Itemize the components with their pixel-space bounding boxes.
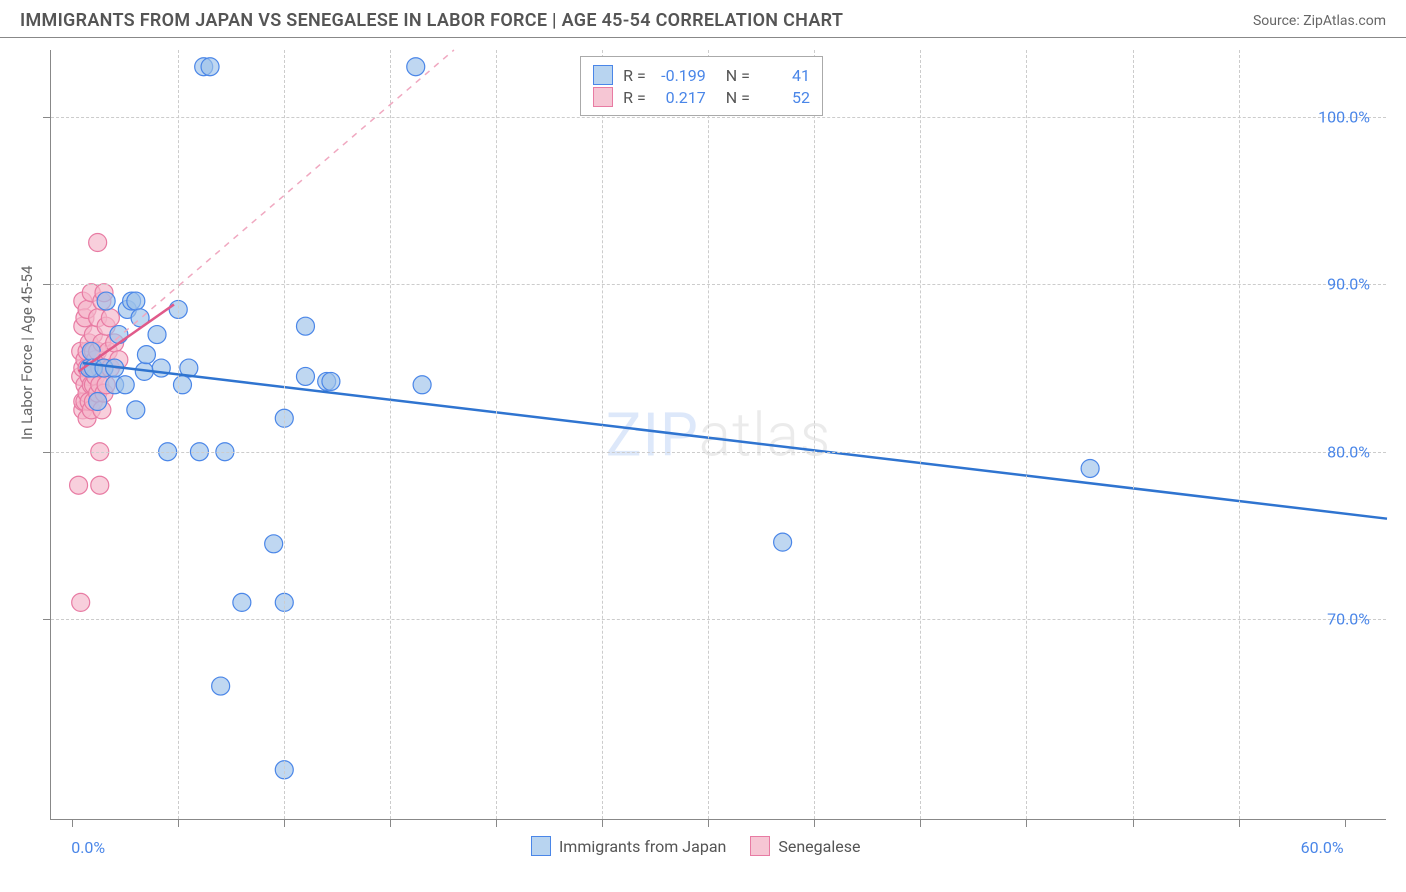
legend-series-item: Immigrants from Japan — [531, 836, 726, 856]
scatter-point-blue — [322, 372, 340, 390]
scatter-point-pink — [89, 234, 107, 252]
x-tick-mark — [814, 819, 815, 827]
gridline-v — [708, 50, 709, 819]
x-tick-mark — [602, 819, 603, 827]
gridline-v — [496, 50, 497, 819]
scatter-point-blue — [148, 326, 166, 344]
y-tick-mark — [43, 452, 51, 453]
scatter-point-blue — [116, 376, 134, 394]
scatter-point-blue — [296, 317, 314, 335]
gridline-v — [390, 50, 391, 819]
scatter-point-blue — [407, 58, 425, 76]
scatter-point-pink — [70, 476, 88, 494]
scatter-point-blue — [89, 393, 107, 411]
x-tick-mark — [1345, 819, 1346, 827]
legend-r-label: R = — [623, 66, 646, 85]
legend-n-label: N = — [726, 88, 750, 107]
y-tick-mark — [43, 284, 51, 285]
legend-series: Immigrants from Japan Senegalese — [531, 836, 861, 856]
scatter-point-blue — [212, 677, 230, 695]
gridline-h — [51, 284, 1386, 285]
legend-stats-row: R = 0.217 N = 52 — [593, 87, 810, 107]
legend-stats-row: R = -0.199 N = 41 — [593, 65, 810, 85]
scatter-point-blue — [296, 367, 314, 385]
x-tick-mark — [284, 819, 285, 827]
trendline-blue — [83, 363, 1387, 519]
x-tick-mark — [1026, 819, 1027, 827]
gridline-v — [814, 50, 815, 819]
scatter-point-blue — [233, 593, 251, 611]
legend-series-item: Senegalese — [750, 836, 860, 856]
x-tick-label: 60.0% — [1301, 838, 1344, 857]
x-tick-mark — [390, 819, 391, 827]
legend-swatch — [531, 836, 551, 856]
chart-plot-area: ZIPatlas 70.0%80.0%90.0%100.0% — [50, 50, 1386, 820]
legend-n-label: N = — [726, 66, 750, 85]
legend-r-label: R = — [623, 88, 646, 107]
x-tick-mark — [178, 819, 179, 827]
scatter-point-blue — [110, 326, 128, 344]
gridline-v — [284, 50, 285, 819]
chart-source: Source: ZipAtlas.com — [1253, 13, 1386, 29]
y-axis-title: In Labor Force | Age 45-54 — [18, 266, 36, 440]
gridline-v — [602, 50, 603, 819]
scatter-point-pink — [91, 476, 109, 494]
legend-series-label: Senegalese — [778, 837, 860, 856]
legend-series-label: Immigrants from Japan — [559, 837, 726, 856]
chart-title: IMMIGRANTS FROM JAPAN VS SENEGALESE IN L… — [20, 10, 843, 31]
scatter-point-blue — [1081, 459, 1099, 477]
scatter-point-blue — [774, 533, 792, 551]
gridline-v — [178, 50, 179, 819]
scatter-point-pink — [101, 309, 119, 327]
source-label: Source: — [1253, 13, 1300, 29]
trendline-pink-dashed — [79, 50, 454, 371]
scatter-svg — [51, 50, 1386, 819]
y-tick-mark — [43, 619, 51, 620]
scatter-point-blue — [127, 401, 145, 419]
scatter-point-blue — [127, 292, 145, 310]
x-tick-mark — [72, 819, 73, 827]
scatter-point-blue — [265, 535, 283, 553]
gridline-v — [1239, 50, 1240, 819]
x-tick-mark — [708, 819, 709, 827]
gridline-v — [920, 50, 921, 819]
x-tick-mark — [920, 819, 921, 827]
legend-r-value: 0.217 — [656, 88, 706, 107]
y-tick-label: 90.0% — [1327, 275, 1370, 294]
y-tick-label: 100.0% — [1318, 107, 1370, 126]
gridline-v — [1133, 50, 1134, 819]
legend-swatch — [750, 836, 770, 856]
gridline-v — [1026, 50, 1027, 819]
x-tick-mark — [1239, 819, 1240, 827]
legend-swatch — [593, 87, 613, 107]
scatter-point-blue — [137, 346, 155, 364]
scatter-point-pink — [72, 593, 90, 611]
scatter-point-blue — [413, 376, 431, 394]
legend-n-value: 52 — [760, 88, 810, 107]
y-tick-label: 70.0% — [1327, 610, 1370, 629]
legend-r-value: -0.199 — [656, 66, 706, 85]
chart-header: IMMIGRANTS FROM JAPAN VS SENEGALESE IN L… — [0, 0, 1406, 38]
legend-stats: R = -0.199 N = 41 R = 0.217 N = 52 — [580, 56, 823, 116]
gridline-h — [51, 452, 1386, 453]
x-tick-mark — [1133, 819, 1134, 827]
scatter-point-blue — [201, 58, 219, 76]
scatter-point-blue — [173, 376, 191, 394]
source-value: ZipAtlas.com — [1303, 13, 1386, 29]
y-tick-label: 80.0% — [1327, 442, 1370, 461]
legend-swatch — [593, 65, 613, 85]
x-tick-mark — [496, 819, 497, 827]
scatter-point-blue — [97, 292, 115, 310]
gridline-h — [51, 117, 1386, 118]
legend-n-value: 41 — [760, 66, 810, 85]
y-tick-mark — [43, 117, 51, 118]
gridline-h — [51, 619, 1386, 620]
x-tick-label: 0.0% — [71, 838, 105, 857]
